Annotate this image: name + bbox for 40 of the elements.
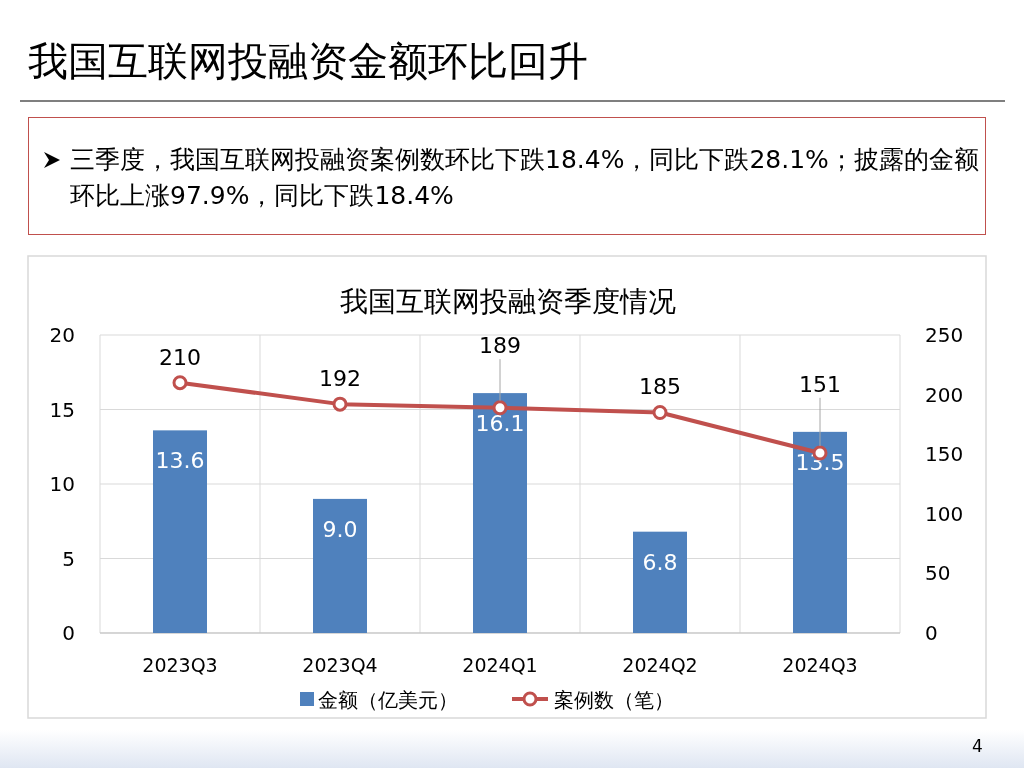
data-label: 185	[639, 374, 681, 400]
data-label: 192	[319, 366, 361, 392]
text: 三季度，我国互联网投融资案例数环比下跌18.4%，同比下跌28.1%；披露的金额环比上涨97.9%，同比下跌18.4%	[70, 144, 980, 212]
x-tick-label: 2024Q3	[782, 654, 858, 676]
y2-tick-label: 0	[925, 621, 938, 645]
y2-tick-label: 100	[925, 501, 964, 526]
point	[652, 404, 668, 420]
data-label: 151	[799, 371, 841, 397]
y2-tick-label: 200	[925, 382, 964, 407]
data-label: 16.1	[475, 411, 525, 437]
y-tick-label: 20	[49, 323, 75, 347]
bar	[313, 498, 367, 633]
point	[172, 375, 188, 391]
y-tick-label: 0	[62, 621, 75, 645]
x-tick-label: 2024Q1	[462, 654, 538, 676]
chart-title: 我国互联网投融资金额环比回升	[28, 37, 588, 86]
text: 4	[972, 736, 983, 756]
legend-label: 案例数（笔）	[554, 688, 674, 712]
y2-tick-label: 150	[925, 442, 964, 467]
x-tick-label: 2024Q2	[622, 654, 698, 676]
data-label: 189	[479, 333, 521, 359]
bar	[793, 431, 847, 633]
y-tick-label: 5	[62, 546, 75, 571]
point	[332, 396, 348, 412]
bar	[633, 531, 687, 633]
chart-subtitle: 我国互联网投融资季度情况	[340, 285, 676, 318]
bar	[473, 393, 527, 633]
data-label: 9.0	[322, 516, 358, 542]
point	[492, 400, 508, 416]
data-label: 210	[159, 344, 201, 370]
y-tick-label: 10	[49, 472, 75, 496]
x-tick-label: 2023Q4	[302, 654, 378, 676]
data-label: 6.8	[642, 549, 678, 575]
bar	[153, 430, 207, 633]
legend-label: 金额（亿美元）	[318, 688, 458, 712]
x-tick-label: 2023Q3	[142, 654, 218, 676]
y2-tick-label: 50	[925, 561, 951, 586]
y-tick-label: 15	[49, 397, 75, 422]
y2-tick-label: 250	[925, 323, 964, 347]
data-label: 13.6	[155, 448, 205, 474]
